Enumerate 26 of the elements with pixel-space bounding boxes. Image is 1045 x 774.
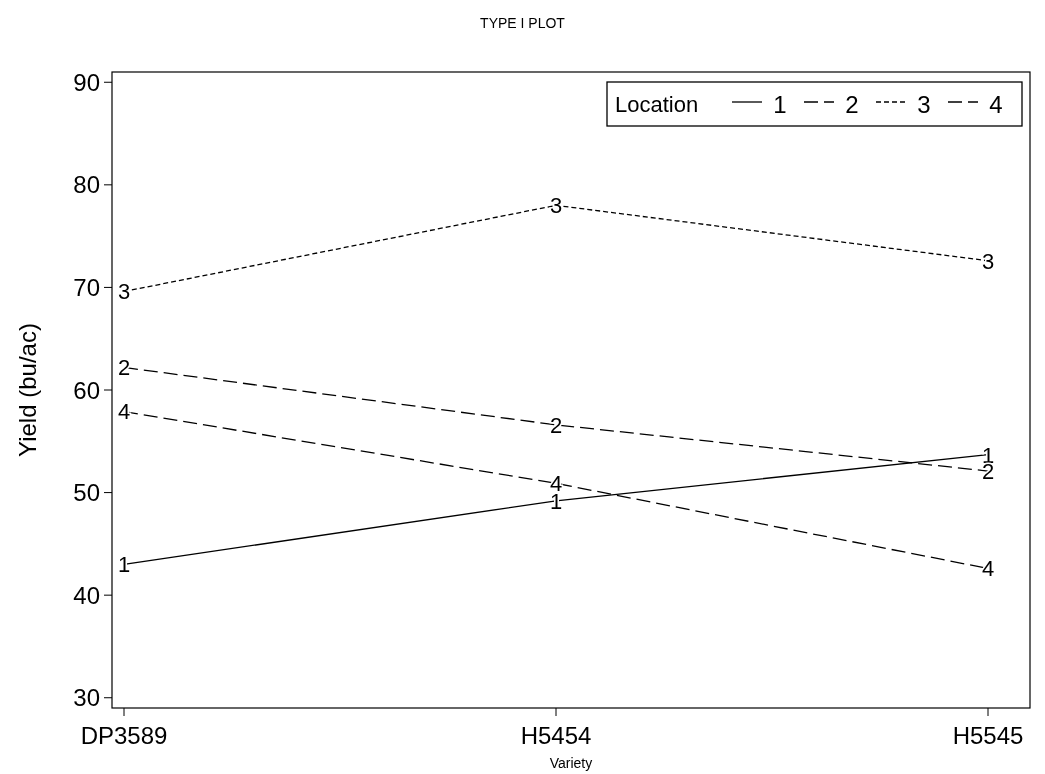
text: 2 xyxy=(117,355,131,381)
x-tick-label: H5545 xyxy=(952,722,1024,749)
text: 2 xyxy=(549,412,563,438)
y-tick-label: 80 xyxy=(73,171,100,199)
legend-label: 2 xyxy=(845,90,859,118)
y-axis-title: Yield (bu/ac) xyxy=(14,323,41,457)
legend-title: Location xyxy=(615,91,699,117)
text: 3 xyxy=(549,193,563,219)
text: 4 xyxy=(117,399,131,425)
text: 4 xyxy=(981,556,995,582)
chart-title: TYPE I PLOT xyxy=(480,15,566,31)
text: 3 xyxy=(981,248,995,274)
text: 1 xyxy=(117,552,131,578)
y-tick-label: 70 xyxy=(73,274,100,302)
y-tick-label: 50 xyxy=(73,479,100,507)
text: 3 xyxy=(117,279,131,305)
x-tick-label: DP3589 xyxy=(80,722,168,749)
legend-label: 4 xyxy=(989,90,1003,118)
y-tick-label: 30 xyxy=(73,684,100,712)
y-tick-label: 90 xyxy=(73,68,100,96)
x-axis-title: Variety xyxy=(549,755,593,771)
y-tick-label: 40 xyxy=(73,581,100,609)
x-tick-label: H5454 xyxy=(520,722,592,749)
y-tick-label: 60 xyxy=(73,376,100,404)
legend-label: 3 xyxy=(917,90,931,118)
legend-label: 1 xyxy=(773,90,787,118)
